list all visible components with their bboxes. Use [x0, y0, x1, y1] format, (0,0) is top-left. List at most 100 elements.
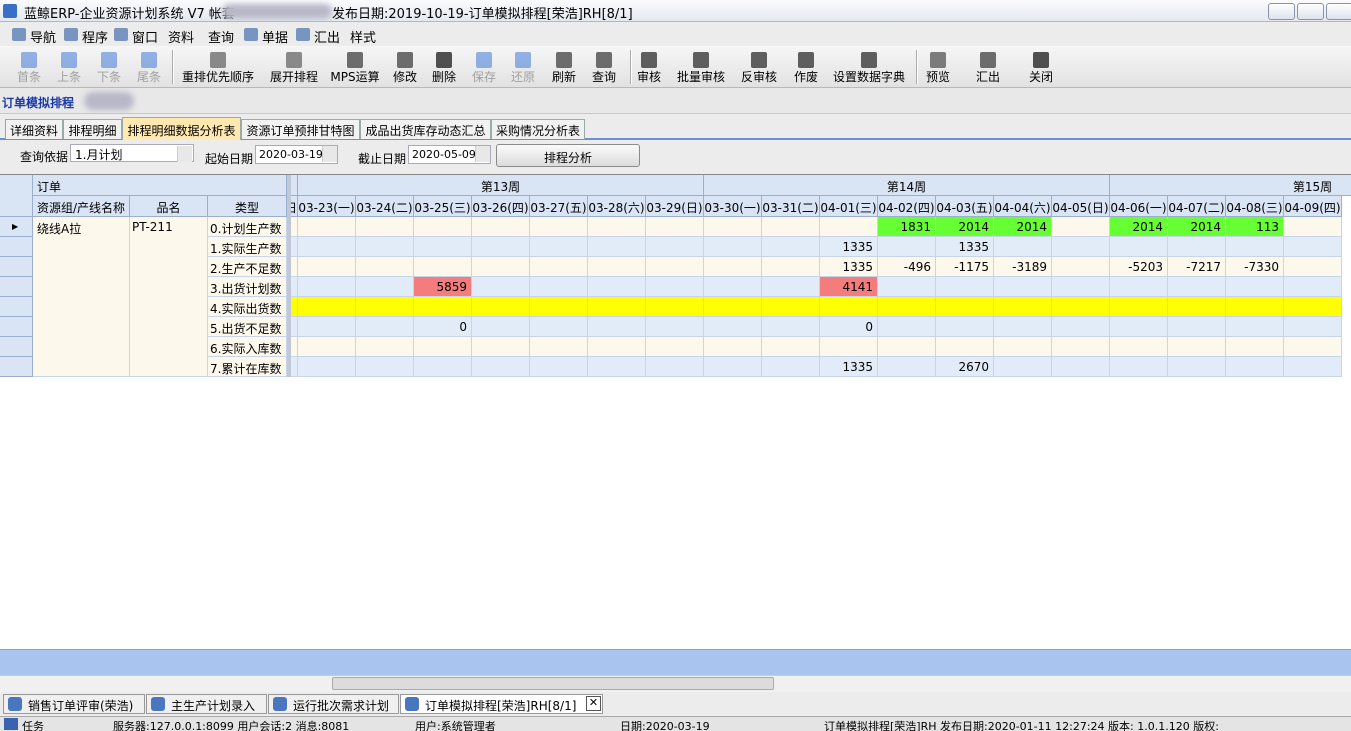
cell [1284, 277, 1342, 297]
cell [414, 237, 472, 257]
cell [994, 277, 1052, 297]
cell [762, 277, 820, 297]
toolbar-button[interactable]: 查询 [591, 70, 616, 84]
row-indicator[interactable] [0, 337, 33, 357]
cell [878, 277, 936, 297]
toolbar-icon [141, 52, 157, 68]
menu-item[interactable]: 汇出 [314, 31, 341, 46]
dropdown-arrow[interactable] [322, 146, 337, 162]
toolbar-button[interactable]: 还原 [510, 70, 535, 84]
row-indicator[interactable] [0, 297, 33, 317]
toolbar-button[interactable]: 重排优先顺序 [181, 70, 254, 84]
menu-item[interactable]: 样式 [350, 31, 377, 46]
cell [646, 337, 704, 357]
toolbar-button[interactable]: 展开排程 [269, 70, 318, 84]
close-button[interactable] [1326, 3, 1351, 20]
analyze-button[interactable]: 排程分析 [496, 144, 640, 167]
menu-item[interactable]: 导航 [30, 31, 57, 46]
cell [291, 297, 298, 317]
status-field: 用户:系统管理者 [415, 720, 496, 731]
cell: -496 [878, 257, 936, 277]
toolbar-button[interactable]: 批量审核 [676, 70, 725, 84]
title-left: 蓝鲸ERP-企业资源计划系统 V7 帐套 [24, 7, 235, 22]
minimize-button[interactable] [1268, 3, 1295, 20]
toolbar-button[interactable]: 修改 [392, 70, 417, 84]
row-indicator[interactable] [0, 257, 33, 277]
cell [588, 277, 646, 297]
menu-icon [244, 28, 258, 41]
cell [298, 237, 356, 257]
end-date[interactable]: 2020-05-09 [408, 145, 491, 164]
menu-item[interactable]: 资料 [168, 31, 195, 46]
toolbar-button[interactable]: 上条 [56, 70, 81, 84]
toolbar-button[interactable]: 汇出 [975, 70, 1000, 84]
tab[interactable]: 成品出货库存动态汇总 [360, 119, 491, 139]
scroll-thumb[interactable] [332, 677, 774, 690]
toolbar-button[interactable]: 刷新 [551, 70, 576, 84]
cell [1110, 337, 1168, 357]
cell [820, 217, 878, 237]
cell [820, 337, 878, 357]
toolbar-button[interactable]: 设置数据字典 [832, 70, 905, 84]
tab[interactable]: 排程明细数据分析表 [122, 117, 241, 140]
tab[interactable]: 排程明细 [63, 119, 122, 139]
toolbar-button[interactable]: 反审核 [740, 70, 777, 84]
toolbar-icon [210, 52, 226, 68]
menu-item[interactable]: 查询 [208, 31, 235, 46]
tab[interactable]: 资源订单预排甘特图 [241, 119, 360, 139]
toolbar-button[interactable]: MPS运算 [330, 70, 380, 84]
blurred-account [222, 4, 332, 19]
row-indicator[interactable] [0, 277, 33, 297]
cell [704, 357, 762, 377]
cell: -3189 [994, 257, 1052, 277]
task-tab[interactable]: 销售订单评审(荣浩) [3, 694, 145, 714]
task-tab[interactable]: 主生产计划录入 [146, 694, 267, 714]
restore-button[interactable] [1297, 3, 1324, 20]
start-date[interactable]: 2020-03-19 [255, 145, 338, 164]
toolbar-button[interactable]: 尾条 [136, 70, 161, 84]
toolbar-button[interactable]: 审核 [636, 70, 661, 84]
toolbar-icon [641, 52, 657, 68]
cell [356, 337, 414, 357]
cell: 1335 [936, 237, 994, 257]
data-grid: 订单资源组/产线名称品名类型日)第13周第14周第15周03-23(一)03-2… [0, 174, 1351, 649]
basis-select[interactable]: 1.月计划 [70, 144, 194, 162]
app-icon [3, 4, 17, 18]
cell [1284, 237, 1342, 257]
menu-item[interactable]: 单据 [262, 31, 289, 46]
toolbar-button[interactable]: 下条 [96, 70, 121, 84]
row-indicator[interactable]: ▶ [0, 217, 33, 237]
product-cell: PT-211 [130, 217, 208, 377]
task-tab-close[interactable]: ✕ [586, 696, 601, 711]
cell [472, 257, 530, 277]
cell [762, 237, 820, 257]
cell [878, 237, 936, 257]
menu-item[interactable]: 程序 [82, 31, 109, 46]
cell [588, 257, 646, 277]
cell [646, 357, 704, 377]
toolbar-button[interactable]: 保存 [471, 70, 496, 84]
dropdown-arrow[interactable] [475, 146, 490, 162]
cell [762, 317, 820, 337]
row-indicator[interactable] [0, 317, 33, 337]
title-bar [0, 0, 1351, 22]
toolbar-button[interactable]: 关闭 [1028, 70, 1053, 84]
toolbar-button[interactable]: 预览 [925, 70, 950, 84]
menu-item[interactable]: 窗口 [132, 31, 159, 46]
tab[interactable]: 详细资料 [5, 119, 63, 139]
toolbar-button[interactable]: 作废 [793, 70, 818, 84]
toolbar-separator [172, 50, 174, 84]
dropdown-arrow[interactable] [177, 146, 192, 162]
task-tab[interactable]: 订单模拟排程[荣浩]RH[8/1] [400, 694, 603, 714]
tab[interactable]: 采购情况分析表 [491, 119, 585, 139]
task-tab[interactable]: 运行批次需求计划 [268, 694, 399, 714]
cell [762, 357, 820, 377]
row-indicator[interactable] [0, 357, 33, 377]
cell [878, 317, 936, 337]
cell [356, 357, 414, 377]
toolbar-button[interactable]: 删除 [431, 70, 456, 84]
row-indicator[interactable] [0, 237, 33, 257]
toolbar-button[interactable]: 首条 [16, 70, 41, 84]
grid-footer [0, 649, 1351, 675]
cell [298, 257, 356, 277]
